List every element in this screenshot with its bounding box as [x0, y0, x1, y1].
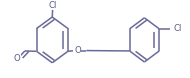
Text: Cl: Cl: [48, 1, 57, 10]
Text: O: O: [13, 54, 20, 63]
Text: O: O: [74, 46, 81, 55]
Text: Cl: Cl: [173, 24, 181, 33]
